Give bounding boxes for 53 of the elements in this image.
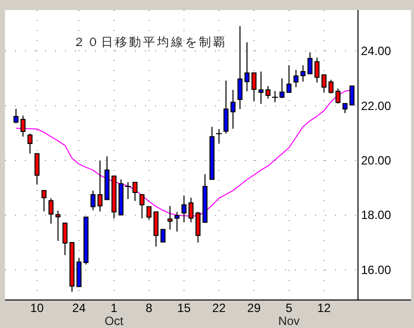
candlestick bbox=[258, 71, 264, 104]
candlestick bbox=[160, 228, 166, 244]
candlestick bbox=[55, 210, 60, 242]
x-tick-label: 24 bbox=[72, 301, 86, 315]
candlestick bbox=[307, 52, 312, 74]
y-tick-label: 20.00 bbox=[361, 153, 392, 168]
candlestick bbox=[349, 86, 354, 106]
candlestick bbox=[48, 198, 54, 224]
x-tick-label: 8 bbox=[146, 301, 153, 315]
x-tick-label: 1 bbox=[110, 301, 118, 315]
candlestick bbox=[335, 88, 340, 104]
candlestick bbox=[181, 194, 186, 223]
candlestick bbox=[41, 190, 46, 212]
candlestick bbox=[286, 64, 292, 93]
x-tick-label: 5 bbox=[286, 301, 293, 315]
x-tick-label: 29 bbox=[247, 301, 261, 315]
candlestick bbox=[90, 190, 96, 211]
candlestick bbox=[139, 194, 144, 219]
candlestick bbox=[342, 103, 348, 114]
y-tick-label: 18.00 bbox=[361, 208, 392, 222]
candlestick bbox=[34, 153, 40, 186]
candlestick bbox=[314, 57, 320, 83]
candlestick bbox=[62, 222, 68, 256]
candlestick bbox=[223, 80, 228, 134]
x-tick-label: 12 bbox=[317, 301, 331, 315]
candlestick bbox=[97, 160, 102, 212]
y-tick-label: 16.00 bbox=[361, 262, 392, 277]
candlestick bbox=[293, 69, 298, 88]
candlestick bbox=[167, 205, 172, 230]
candlestick bbox=[244, 42, 250, 92]
y-tick-label: 24.00 bbox=[361, 44, 392, 58]
candlestick bbox=[174, 211, 180, 232]
candlestick bbox=[13, 108, 18, 124]
candlestick bbox=[188, 197, 194, 223]
y-tick-label: 22.00 bbox=[361, 98, 392, 113]
candlestick bbox=[146, 206, 152, 220]
text: Nov bbox=[278, 314, 300, 328]
candlestick bbox=[20, 115, 26, 138]
candlestick bbox=[328, 79, 334, 94]
x-tick-label: 22 bbox=[212, 301, 226, 315]
candlestick bbox=[251, 72, 256, 102]
candlestick bbox=[321, 74, 326, 94]
x-tick-label: 10 bbox=[30, 301, 44, 315]
candlestick bbox=[153, 211, 158, 248]
candlestick bbox=[195, 211, 200, 244]
candlestick bbox=[300, 64, 306, 82]
candlestick bbox=[27, 133, 32, 154]
text: Oct bbox=[104, 314, 124, 328]
candlestick bbox=[237, 26, 242, 110]
annotation: ２０日移動平均線を制覇 bbox=[73, 35, 227, 49]
candlestick bbox=[265, 86, 270, 100]
candlestick bbox=[230, 89, 236, 130]
x-tick-label: 15 bbox=[177, 301, 191, 315]
